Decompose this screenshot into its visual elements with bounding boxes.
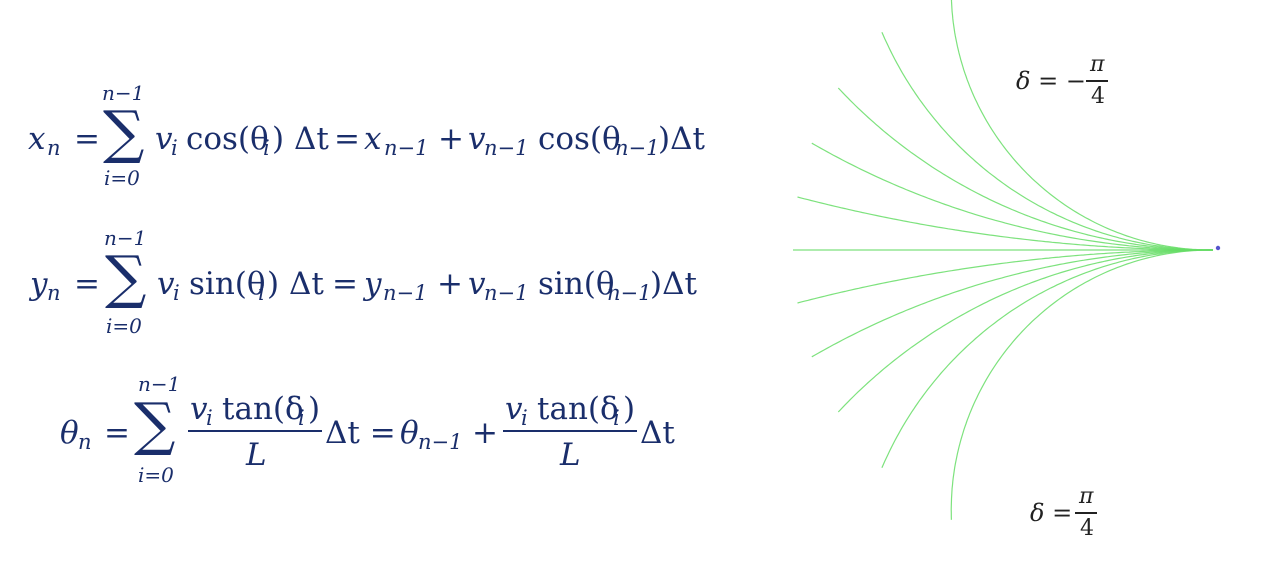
trajectory-curve-1: [881, 249, 1213, 469]
theta-num-fn-sub: i: [298, 406, 305, 430]
y-rhs-prev: y: [364, 266, 382, 302]
y-equals: =: [74, 266, 100, 302]
trajectory-curve-6: [797, 196, 1213, 251]
y-equals-2: =: [332, 266, 358, 302]
y-rhs-fn: sin(θ: [538, 266, 615, 302]
x-rhs-fn: cos(θ: [538, 121, 621, 157]
label-delta-min-bar: [1086, 80, 1108, 82]
y-rhs-v: v: [468, 266, 486, 302]
theta-den2: L: [560, 437, 581, 473]
x-rhs-close: )Δt: [658, 121, 705, 157]
theta-num-fn: tan(δ: [222, 391, 304, 427]
y-sum-lower: i=0: [106, 314, 142, 338]
theta-num2-close: ): [623, 391, 636, 427]
theta-num2-v: v: [505, 391, 523, 427]
trajectory-curve-8: [837, 87, 1213, 251]
x-rhs-prev: x: [364, 121, 382, 157]
y-lhs-var: y: [30, 266, 48, 302]
label-delta-max-num: π: [1079, 484, 1094, 509]
x-term-fn: cos(θ: [186, 121, 269, 157]
x-rhs-fn-sub: n−1: [615, 136, 660, 160]
y-rhs-fn-sub: n−1: [607, 281, 652, 305]
x-rhs-prev-sub: n−1: [384, 136, 429, 160]
theta-sum-upper: n−1: [138, 372, 181, 396]
label-delta-min-den: 4: [1091, 84, 1105, 109]
theta-fraction-bar: [188, 430, 322, 432]
y-rhs-close: )Δt: [650, 266, 697, 302]
theta-num2-fn: tan(δ: [537, 391, 619, 427]
y-term-fn: sin(θ: [189, 266, 266, 302]
theta-sum-lower: i=0: [138, 463, 174, 487]
trajectory-curve-4: [797, 249, 1213, 304]
y-term-v: v: [157, 266, 175, 302]
y-lhs-sub: n: [47, 281, 61, 305]
trajectory-curve-3: [811, 249, 1213, 358]
label-delta-min-num: π: [1090, 52, 1105, 77]
x-rhs-v-sub: n−1: [484, 136, 529, 160]
label-delta-max-lhs: δ =: [1030, 499, 1073, 527]
theta-num2-fn-sub: i: [613, 406, 620, 430]
theta-lhs-var: θ: [60, 415, 79, 451]
label-delta-max-den: 4: [1080, 516, 1094, 541]
x-sum-sigma: ∑: [103, 98, 145, 166]
theta-fraction-bar-2: [503, 430, 637, 432]
x-equals-2: =: [334, 121, 360, 157]
theta-num-v-sub: i: [206, 406, 213, 430]
theta-after-frac: Δt =: [325, 415, 396, 451]
theta-tail: Δt: [640, 415, 675, 451]
trajectory-curve-9: [881, 31, 1213, 251]
x-rhs-v: v: [468, 121, 486, 157]
theta-rhs-prev: θ: [400, 415, 419, 451]
x-equals: =: [74, 121, 100, 157]
x-lhs-var: x: [28, 121, 46, 157]
y-term-fn-sub: i: [258, 281, 265, 305]
y-sum-upper: n−1: [104, 226, 147, 250]
x-term-close: ) Δt: [272, 121, 329, 157]
y-sum-sigma: ∑: [105, 243, 147, 311]
y-plus: +: [437, 266, 463, 302]
theta-lhs-sub: n: [78, 430, 92, 454]
label-delta-max-bar: [1075, 512, 1097, 514]
origin-marker: [1215, 245, 1221, 251]
x-plus: +: [438, 121, 464, 157]
trajectory-curve-0: [950, 249, 1213, 520]
y-rhs-v-sub: n−1: [484, 281, 529, 305]
theta-den: L: [246, 437, 267, 473]
theta-equals: =: [104, 415, 130, 451]
x-term-v: v: [155, 121, 173, 157]
x-sum-lower: i=0: [104, 166, 140, 190]
x-term-v-sub: i: [171, 136, 178, 160]
y-term-close: ) Δt: [267, 266, 324, 302]
trajectory-curve-7: [811, 142, 1213, 251]
trajectory-curve-2: [837, 249, 1213, 413]
theta-plus: +: [472, 415, 498, 451]
x-lhs-sub: n: [47, 136, 61, 160]
x-term-fn-sub: i: [263, 136, 270, 160]
theta-sum-sigma: ∑: [134, 390, 176, 458]
label-delta-min-lhs: δ = −: [1016, 67, 1086, 95]
trajectory-curve-10: [950, 0, 1213, 251]
theta-num2-v-sub: i: [521, 406, 528, 430]
theta-rhs-prev-sub: n−1: [418, 430, 463, 454]
theta-num-close: ): [308, 391, 321, 427]
y-rhs-prev-sub: n−1: [383, 281, 428, 305]
theta-num-v: v: [190, 391, 208, 427]
y-term-v-sub: i: [173, 281, 180, 305]
x-sum-upper: n−1: [102, 81, 145, 105]
